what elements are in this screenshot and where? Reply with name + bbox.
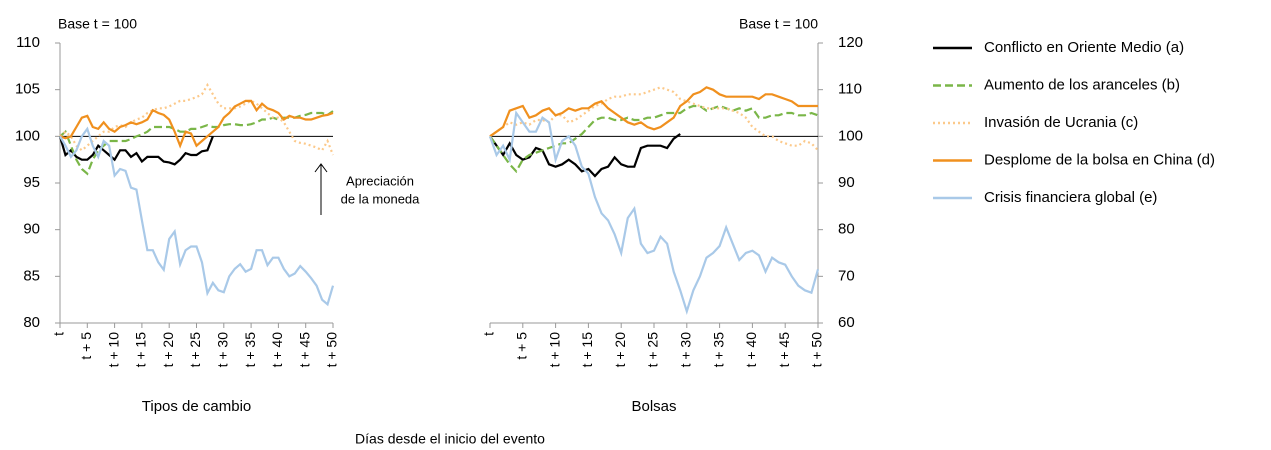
series-line bbox=[58, 135, 214, 166]
legend-label: Conflicto en Oriente Medio (a) bbox=[984, 39, 1184, 56]
subtitle: Base t = 100 bbox=[58, 16, 137, 32]
x-tick-label: t + 10 bbox=[546, 332, 562, 368]
y-tick-label: 60 bbox=[838, 314, 855, 331]
x-tick-label: t + 30 bbox=[215, 332, 231, 368]
y-tick-label: 105 bbox=[15, 81, 40, 98]
legend-label: Desplome de la bolsa en China (d) bbox=[984, 151, 1215, 168]
y-tick-label: 100 bbox=[15, 127, 40, 144]
series-line bbox=[59, 110, 334, 176]
x-axis-title: Bolsas bbox=[631, 398, 676, 415]
x-tick-label: t + 25 bbox=[645, 332, 661, 368]
y-tick-label: 70 bbox=[838, 267, 855, 284]
x-tick-label: t + 15 bbox=[133, 332, 149, 368]
x-tick-label: t + 5 bbox=[78, 332, 94, 360]
y-tick-label: 80 bbox=[838, 221, 855, 238]
x-tick-label: t + 25 bbox=[187, 332, 203, 368]
x-tick-label: t bbox=[51, 332, 67, 336]
series-line bbox=[59, 99, 334, 149]
annotation: Apreciación bbox=[346, 173, 414, 188]
legend-label: Invasión de Ucrania (c) bbox=[984, 114, 1138, 131]
y-tick-label: 95 bbox=[23, 174, 40, 191]
y-tick-label: 120 bbox=[838, 34, 863, 51]
x-tick-label: t + 20 bbox=[612, 332, 628, 368]
series-line bbox=[489, 86, 819, 152]
x-tick-label: t + 15 bbox=[579, 332, 595, 368]
x-tick-label: t + 50 bbox=[809, 332, 825, 368]
y-tick-label: 85 bbox=[23, 267, 40, 284]
annotation: de la moneda bbox=[341, 191, 421, 206]
series-line bbox=[488, 110, 820, 316]
annotation-arrowhead bbox=[314, 163, 328, 173]
x-axis-title: Tipos de cambio bbox=[142, 398, 252, 415]
series-line bbox=[59, 82, 335, 156]
legend-label: Crisis financiera global (e) bbox=[984, 189, 1157, 206]
y-tick-label: 90 bbox=[838, 174, 855, 191]
y-tick-label: 80 bbox=[23, 314, 40, 331]
common-x-label: Días desde el inicio del evento bbox=[355, 431, 545, 447]
x-tick-label: t + 40 bbox=[743, 332, 759, 368]
x-tick-label: t + 50 bbox=[324, 332, 340, 368]
x-tick-label: t + 35 bbox=[242, 332, 258, 368]
y-tick-label: 90 bbox=[23, 221, 40, 238]
y-tick-label: 100 bbox=[838, 127, 863, 144]
x-tick-label: t + 20 bbox=[160, 332, 176, 368]
x-tick-label: t + 5 bbox=[514, 332, 530, 360]
x-tick-label: t + 45 bbox=[776, 332, 792, 368]
subtitle: Base t = 100 bbox=[739, 16, 818, 32]
x-tick-label: t + 30 bbox=[678, 332, 694, 368]
x-tick-label: t + 45 bbox=[296, 332, 312, 368]
x-tick-label: t + 40 bbox=[269, 332, 285, 368]
y-tick-label: 110 bbox=[838, 81, 862, 98]
series-line bbox=[489, 104, 819, 174]
legend-label: Aumento de los aranceles (b) bbox=[984, 76, 1180, 93]
y-tick-label: 110 bbox=[16, 34, 40, 51]
x-tick-label: t + 10 bbox=[105, 332, 121, 368]
series-line bbox=[59, 126, 335, 307]
x-tick-label: t bbox=[481, 332, 497, 336]
x-tick-label: t + 35 bbox=[710, 332, 726, 368]
series-line bbox=[489, 86, 818, 138]
